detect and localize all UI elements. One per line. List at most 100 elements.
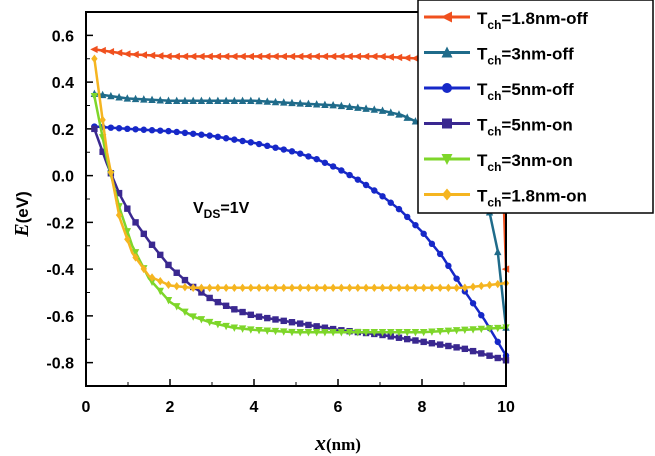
data-point [91, 54, 98, 63]
data-point [379, 283, 386, 293]
y-tick-label: -0.4 [46, 262, 74, 279]
x-tick-label: 8 [418, 399, 427, 416]
data-point [442, 83, 452, 93]
legend-label: Tch=3nm-off [477, 45, 574, 68]
data-point [239, 283, 246, 293]
data-point [304, 52, 312, 61]
data-point [354, 176, 362, 183]
data-point [173, 269, 180, 276]
data-point [132, 126, 139, 133]
data-point [246, 52, 255, 61]
data-point [115, 210, 123, 220]
x-tick-label: 10 [497, 399, 515, 416]
data-point [296, 52, 304, 61]
data-point [371, 283, 378, 293]
data-point [395, 205, 403, 213]
data-point [320, 52, 329, 61]
x-axis-title-unit: (nm) [326, 435, 361, 454]
data-point [428, 240, 436, 248]
data-point [214, 96, 222, 105]
data-point [313, 155, 320, 163]
data-point [98, 90, 107, 99]
data-point [272, 283, 279, 293]
data-point [345, 329, 354, 337]
data-point [189, 283, 197, 293]
legend-label: Tch=3nm-on [477, 151, 573, 174]
y-axis-title: E(eV) [11, 191, 33, 237]
data-point [428, 328, 436, 336]
data-point [494, 279, 501, 289]
data-point [99, 148, 106, 155]
data-point [124, 205, 131, 212]
data-point [140, 126, 147, 133]
data-point [198, 289, 205, 296]
data-point [477, 325, 486, 334]
data-point [213, 52, 222, 61]
data-point [279, 52, 287, 61]
data-point [354, 283, 362, 293]
data-point [115, 125, 123, 132]
data-point [255, 326, 263, 335]
data-point [156, 96, 164, 104]
data-point [280, 328, 288, 336]
data-point [387, 283, 394, 293]
data-point [230, 96, 239, 105]
x-tick-labels: 0 2 4 6 8 10 [82, 399, 515, 416]
data-point [123, 228, 132, 236]
data-point [188, 52, 197, 61]
data-point [297, 283, 304, 293]
data-point [247, 326, 255, 334]
data-point [271, 97, 280, 106]
data-point [305, 321, 312, 329]
data-point [403, 329, 411, 337]
data-point [132, 219, 139, 226]
data-point [264, 283, 271, 293]
data-point [264, 314, 271, 322]
vds-annotation: VDS=1V [193, 200, 250, 221]
data-point [181, 308, 189, 317]
data-point [107, 168, 115, 177]
data-point [469, 326, 477, 334]
legend: Tch=1.8nm-off Tch=3nm-off Tch=5nm-off Tch=5… [417, 0, 654, 214]
legend-label: Tch=1.8nm-on [477, 187, 587, 210]
data-point [394, 53, 403, 62]
data-point [230, 52, 238, 61]
legend-label: Tch=1.8nm-off [477, 9, 588, 32]
data-point [255, 283, 263, 293]
data-point [362, 329, 370, 337]
data-point [263, 52, 271, 61]
data-point [337, 52, 345, 61]
data-point [361, 52, 370, 61]
data-point [148, 273, 156, 282]
data-point [197, 52, 205, 61]
series-3 [91, 123, 510, 359]
data-point [280, 283, 287, 293]
data-point [180, 52, 189, 61]
data-point [222, 302, 230, 309]
data-point [131, 249, 140, 257]
data-point [378, 329, 387, 337]
data-point [98, 46, 106, 55]
data-point [354, 103, 362, 111]
data-point [263, 97, 271, 105]
data-point [231, 136, 238, 143]
data-point [404, 213, 411, 221]
data-point [346, 171, 353, 179]
y-axis-title-unit: (eV) [13, 191, 32, 223]
data-point [123, 94, 132, 102]
data-point [124, 125, 131, 133]
data-point [442, 118, 452, 129]
data-point [461, 345, 469, 353]
data-point [123, 50, 131, 58]
legend-label: Tch=5nm-off [477, 80, 574, 103]
data-point [280, 98, 288, 106]
data-point [164, 296, 173, 305]
data-point [106, 47, 115, 56]
data-point [264, 142, 271, 150]
data-point [231, 306, 238, 313]
y-tick-label: 0.4 [52, 75, 74, 92]
data-point [378, 106, 387, 114]
data-point [445, 262, 452, 270]
data-point [230, 324, 239, 332]
data-point [173, 96, 181, 105]
